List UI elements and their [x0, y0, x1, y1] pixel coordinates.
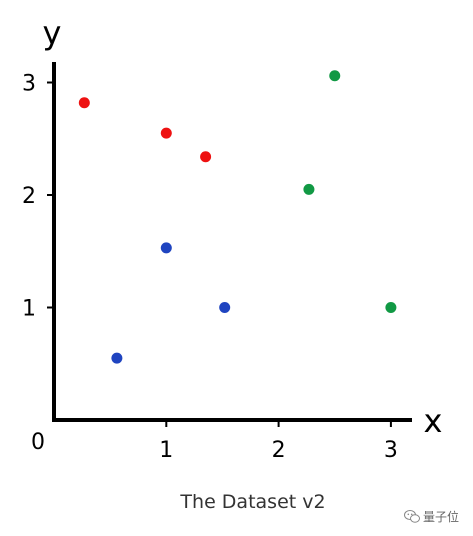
- scatter-point: [78, 97, 90, 109]
- watermark-text: 量子位: [423, 509, 459, 524]
- scatter-point: [303, 183, 315, 195]
- y-axis-label: y: [43, 14, 62, 52]
- points-group: [78, 70, 397, 364]
- scatter-point: [111, 352, 123, 364]
- scatter-point: [385, 302, 397, 313]
- scatter-point: [160, 242, 172, 254]
- scatter-point: [200, 151, 212, 163]
- watermark: 量子位: [404, 509, 459, 524]
- scatter-point: [160, 127, 172, 139]
- wechat-icon: [404, 510, 420, 523]
- y-tick-label: 3: [22, 72, 36, 97]
- x-tick-label: 1: [159, 438, 173, 463]
- x-tick-label: 2: [272, 438, 286, 463]
- x-tick-label: 3: [384, 438, 398, 463]
- chart-title: The Dataset v2: [179, 491, 325, 513]
- x-axis-label: x: [424, 402, 443, 440]
- y-tick-label: 1: [22, 297, 36, 322]
- ticks-group: 1 2 3 1 2 3: [22, 72, 398, 464]
- scatter-point: [219, 302, 231, 313]
- origin-label: 0: [31, 430, 45, 455]
- scatter-point: [329, 70, 341, 82]
- y-tick-label: 2: [22, 184, 36, 209]
